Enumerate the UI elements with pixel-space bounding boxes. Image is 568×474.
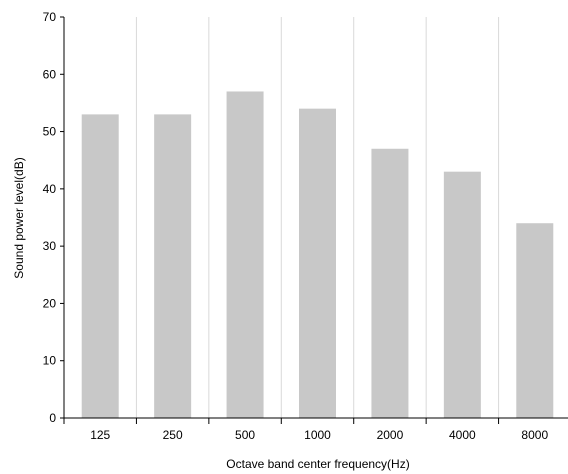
x-axis-ticks: 125 250 500 1000 2000 4000 8000 — [63, 418, 548, 442]
y-axis-ticks: 0 10 20 30 40 50 60 70 — [43, 10, 64, 425]
gridlines — [135, 17, 500, 418]
x-tick-label-8000: 8000 — [521, 428, 548, 442]
y-tick-label-20: 20 — [43, 296, 57, 310]
bar-500 — [226, 91, 264, 418]
y-tick-label-50: 50 — [43, 125, 57, 139]
axes — [63, 17, 568, 423]
bar-2000 — [371, 148, 409, 418]
y-tick-label-0: 0 — [49, 411, 56, 425]
x-tick-label-1000: 1000 — [304, 428, 331, 442]
x-tick-label-500: 500 — [235, 428, 255, 442]
bars — [81, 91, 554, 419]
y-axis-title: Sound power level(dB) — [12, 157, 26, 278]
bar-8000 — [516, 223, 554, 418]
x-axis-title: Octave band center frequency(Hz) — [226, 457, 409, 471]
x-tick-label-250: 250 — [163, 428, 183, 442]
y-tick-label-40: 40 — [43, 182, 57, 196]
y-tick-label-70: 70 — [43, 10, 57, 24]
bar-1000 — [299, 108, 336, 419]
bar-125 — [81, 114, 119, 418]
x-tick-label-125: 125 — [90, 428, 110, 442]
y-tick-label-10: 10 — [43, 354, 57, 368]
y-tick-label-30: 30 — [43, 239, 57, 253]
x-tick-label-2000: 2000 — [377, 428, 404, 442]
x-tick-label-4000: 4000 — [449, 428, 476, 442]
y-tick-label-60: 60 — [43, 67, 57, 81]
bar-250 — [154, 114, 192, 418]
bar-4000 — [443, 171, 481, 418]
